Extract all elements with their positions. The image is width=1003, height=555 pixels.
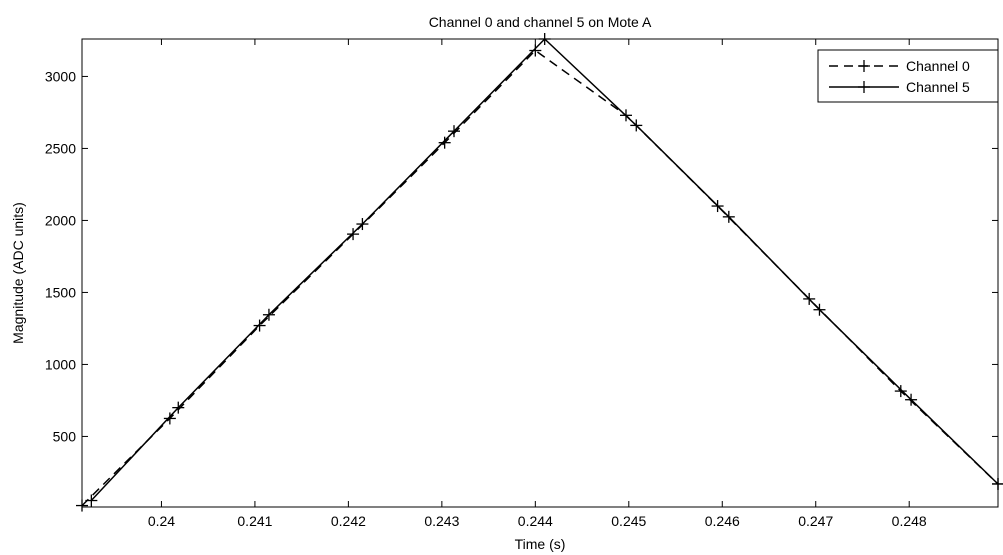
data-point: [347, 228, 360, 241]
series-1: [85, 33, 1003, 507]
legend-label: Channel 0: [906, 58, 970, 74]
data-point: [253, 319, 266, 332]
legend-entry: Channel 0: [829, 58, 970, 74]
data-point: [538, 33, 551, 45]
data-point: [163, 412, 176, 425]
x-tick-label: 0.24: [148, 513, 175, 529]
x-tick-label: 0.245: [611, 513, 646, 529]
x-tick-label: 0.247: [798, 513, 833, 529]
series-0: [76, 44, 1003, 512]
x-axis: 0.24 0.241 0.242 0.243 0.244 0.245 0.246 0.247 0…: [148, 39, 927, 529]
series-line: [81, 49, 999, 507]
y-axis: 500 1000 1500 2000 2500 3000: [45, 68, 998, 444]
data-point: [992, 477, 1003, 490]
data-point: [894, 385, 907, 398]
y-tick-label: 2500: [45, 140, 76, 156]
y-axis-label: Magnitude (ADC units): [10, 202, 26, 344]
x-tick-label: 0.242: [331, 513, 366, 529]
y-tick-label: 2000: [45, 212, 76, 228]
legend: Channel 0 Channel 5: [817, 49, 999, 103]
plot-frame: [81, 38, 999, 508]
y-tick-label: 1000: [45, 356, 76, 372]
data-point: [448, 125, 461, 138]
legend-marker: [858, 81, 870, 93]
data-point: [813, 303, 826, 316]
y-tick-label: 3000: [45, 68, 76, 84]
x-tick-label: 0.243: [424, 513, 459, 529]
data-point: [438, 136, 451, 149]
data-point: [172, 401, 185, 414]
x-tick-label: 0.244: [518, 513, 553, 529]
legend-marker: [858, 60, 870, 72]
legend-box: [817, 49, 999, 103]
x-tick-label: 0.246: [705, 513, 740, 529]
plot-area: 0.24 0.241 0.242 0.243 0.244 0.245 0.246 0.247 0…: [45, 33, 1003, 529]
data-point: [722, 210, 735, 223]
x-tick-label: 0.241: [237, 513, 272, 529]
data-point: [905, 393, 918, 406]
y-tick-label: 1500: [45, 284, 76, 300]
chart-title: Channel 0 and channel 5 on Mote A: [429, 14, 652, 30]
data-point: [529, 44, 542, 57]
data-point: [262, 308, 275, 321]
y-tick-label: 500: [53, 428, 77, 444]
legend-label: Channel 5: [906, 79, 970, 95]
data-point: [76, 499, 88, 512]
series-line: [90, 37, 999, 502]
data-point: [85, 494, 98, 507]
x-tick-label: 0.248: [892, 513, 927, 529]
data-point: [356, 218, 369, 231]
series-layer: [76, 33, 1003, 512]
legend-entry: Channel 5: [829, 79, 970, 95]
data-point: [630, 119, 643, 132]
x-axis-label: Time (s): [515, 536, 566, 552]
